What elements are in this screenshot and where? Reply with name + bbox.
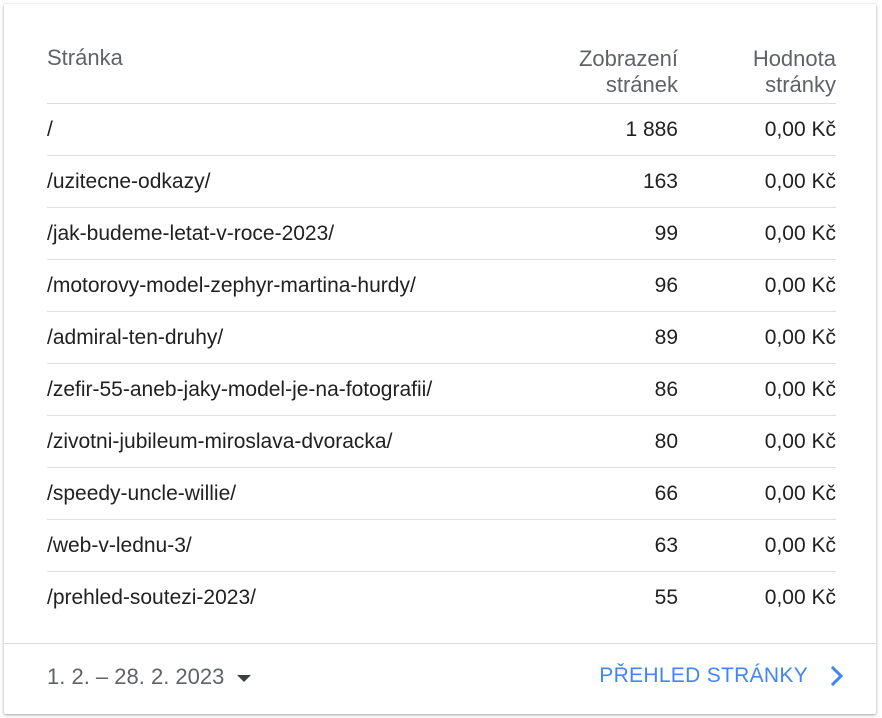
pages-table: Stránka Zobrazení stránek Hodnota stránk… [47, 44, 836, 624]
page-views-cell: 163 [642, 169, 678, 193]
caret-down-icon [237, 675, 252, 682]
page-value-cell: 0,00 Kč [764, 586, 836, 609]
table-row[interactable]: /zivotni-jubileum-miroslava-dvoracka/80 0… [47, 416, 836, 468]
page-path-cell: /prehled-soutezi-2023/ [47, 586, 256, 609]
column-header-value-line2: stránky [765, 72, 836, 97]
page-value-cell: 0,00 Kč [764, 325, 836, 349]
page-value-cell: 0,00 Kč [764, 377, 836, 401]
table-row[interactable]: /admiral-ten-druhy/89 0,00 Kč [47, 312, 836, 364]
page-value-cell: 0,00 Kč [764, 221, 836, 245]
page-path-cell: /zivotni-jubileum-miroslava-dvoracka/ [47, 429, 393, 453]
page-views-cell: 63 [654, 533, 678, 557]
page-path-cell: / [47, 117, 53, 141]
page-value-cell: 0,00 Kč [764, 117, 836, 141]
page-views-cell: 99 [654, 221, 678, 245]
table-body: / 1 886 0,00 Kč/uzitecne-odkazy/163 0,00 Kč… [47, 104, 836, 624]
page-views-cell: 55 [654, 586, 678, 609]
page-views-cell: 80 [654, 429, 678, 453]
page-value-cell: 0,00 Kč [764, 481, 836, 505]
table-row[interactable]: /motorovy-model-zephyr-martina-hurdy/96 0… [47, 260, 836, 312]
page-value-cell: 0,00 Kč [764, 273, 836, 297]
pages-report-link-label: PŘEHLED STRÁNKY [599, 664, 808, 687]
table-header: Stránka Zobrazení stránek Hodnota stránk… [47, 44, 836, 104]
page-path-cell: /web-v-lednu-3/ [47, 533, 192, 557]
page-path-cell: /zefir-55-aneb-jaky-model-je-na-fotograf… [47, 377, 433, 401]
table-row[interactable]: /jak-budeme-letat-v-roce-2023/99 0,00 Kč [47, 208, 836, 260]
column-header-views-line1: Zobrazení [578, 46, 678, 71]
page-views-cell: 86 [654, 377, 678, 401]
page-value-cell: 0,00 Kč [764, 169, 836, 193]
card-footer: 1. 2. – 28. 2. 2023 PŘEHLED STRÁNKY [4, 643, 876, 714]
date-range-label: 1. 2. – 28. 2. 2023 [47, 664, 225, 689]
table-row[interactable]: /zefir-55-aneb-jaky-model-je-na-fotograf… [47, 364, 836, 416]
page-path-cell: /admiral-ten-druhy/ [47, 325, 224, 349]
table-row[interactable]: /speedy-uncle-willie/66 0,00 Kč [47, 468, 836, 520]
pages-report-card: Stránka Zobrazení stránek Hodnota stránk… [4, 4, 876, 714]
page-path-cell: /speedy-uncle-willie/ [47, 481, 237, 505]
column-header-value-line1: Hodnota [752, 46, 836, 71]
page-views-cell: 1 886 [625, 117, 678, 141]
page-views-cell: 89 [654, 325, 678, 349]
table-row[interactable]: /uzitecne-odkazy/163 0,00 Kč [47, 156, 836, 208]
date-range-selector[interactable]: 1. 2. – 28. 2. 2023 [47, 664, 252, 690]
table-row[interactable]: /web-v-lednu-3/63 0,00 Kč [47, 520, 836, 572]
page-value-cell: 0,00 Kč [764, 429, 836, 453]
table-row[interactable]: /prehled-soutezi-2023/55 0,00 Kč [47, 572, 836, 624]
chevron-right-icon [830, 665, 844, 687]
page-path-cell: /motorovy-model-zephyr-martina-hurdy/ [47, 273, 416, 297]
column-header-value[interactable]: Hodnota stránky [678, 46, 836, 98]
page-views-cell: 66 [654, 481, 678, 505]
page-views-cell: 96 [654, 273, 678, 297]
page-path-cell: /jak-budeme-letat-v-roce-2023/ [47, 221, 335, 245]
column-header-page[interactable]: Stránka [47, 45, 123, 70]
column-header-views-line2: stránek [605, 72, 678, 97]
page-value-cell: 0,00 Kč [764, 533, 836, 557]
page-path-cell: /uzitecne-odkazy/ [47, 169, 211, 193]
table-row[interactable]: / 1 886 0,00 Kč [47, 104, 836, 156]
column-header-views[interactable]: Zobrazení stránek [478, 46, 678, 98]
pages-report-link[interactable]: PŘEHLED STRÁNKY [599, 664, 844, 688]
